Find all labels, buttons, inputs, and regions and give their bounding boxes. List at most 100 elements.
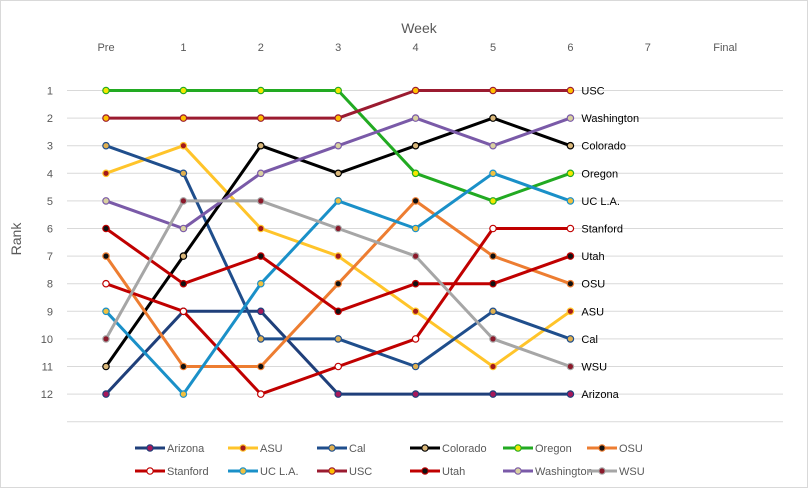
legend-item: WSU	[587, 466, 645, 478]
legend-swatch-marker	[239, 467, 247, 475]
legend-label: OSU	[619, 443, 643, 455]
series-colorado	[102, 114, 575, 371]
data-point	[334, 197, 343, 205]
legend-swatch-marker	[239, 444, 247, 452]
data-point	[566, 114, 575, 122]
data-point	[411, 86, 420, 95]
data-point	[334, 169, 343, 178]
data-point	[411, 197, 420, 205]
x-tick-label: 7	[645, 42, 651, 54]
data-point	[179, 114, 188, 122]
data-point	[334, 114, 343, 122]
series-uc-l-a-	[102, 169, 575, 398]
data-point	[334, 279, 343, 288]
end-label: Washington	[581, 113, 639, 125]
data-point	[489, 86, 497, 95]
series-line	[104, 309, 572, 396]
data-point	[334, 252, 343, 260]
data-point	[179, 279, 188, 288]
data-point	[102, 390, 110, 398]
legend-label: USC	[349, 466, 372, 478]
data-point	[334, 86, 343, 95]
data-point	[334, 390, 343, 398]
data-point	[566, 279, 575, 288]
y-axis-title: Rank	[8, 222, 24, 256]
data-point	[334, 362, 343, 371]
data-point	[411, 390, 420, 398]
data-point	[489, 362, 497, 371]
data-point	[489, 335, 497, 343]
data-point	[411, 114, 420, 122]
data-point	[411, 169, 420, 178]
end-label: ASU	[581, 306, 604, 318]
data-point	[334, 307, 343, 316]
gridlines	[67, 90, 783, 423]
series-line	[104, 89, 572, 120]
legend-label: ASU	[260, 443, 283, 455]
x-tick-label: 6	[567, 42, 573, 54]
series-osu	[102, 197, 575, 371]
data-point	[179, 141, 188, 150]
data-point	[256, 169, 265, 178]
data-point	[334, 224, 343, 233]
legend-item: OSU	[587, 443, 643, 455]
data-point	[179, 169, 188, 178]
data-point	[411, 335, 420, 343]
legend-swatch-marker	[328, 467, 336, 475]
data-point	[411, 224, 420, 233]
data-point	[411, 307, 420, 316]
legend-item: ASU	[228, 443, 283, 455]
y-tick-label: 7	[47, 251, 53, 263]
end-label: OSU	[581, 279, 605, 291]
data-point	[102, 335, 110, 343]
legend-item: USC	[317, 466, 372, 478]
y-tick-label: 11	[42, 362, 53, 374]
data-point	[179, 252, 188, 260]
data-point	[566, 252, 575, 260]
data-point	[489, 114, 497, 122]
legend-swatch-marker	[598, 467, 606, 475]
legend-swatch-marker	[328, 444, 336, 452]
legend-label: UC L.A.	[260, 466, 299, 478]
legend-item: Arizona	[135, 443, 205, 455]
series-cal	[102, 141, 575, 371]
data-point	[102, 169, 110, 178]
y-tick-label: 5	[47, 196, 53, 208]
legend-item: Stanford	[135, 466, 209, 478]
data-point	[179, 307, 188, 316]
legend-item: UC L.A.	[228, 466, 299, 478]
data-point	[102, 224, 110, 233]
series-usc	[102, 86, 575, 122]
data-point	[102, 279, 110, 288]
x-tick-label: 4	[413, 42, 419, 54]
data-point	[102, 197, 110, 205]
legend-item: Cal	[317, 443, 366, 455]
y-tick-label: 4	[47, 168, 53, 180]
y-tick-label: 9	[47, 306, 53, 318]
legend-item: Utah	[410, 466, 465, 478]
data-point	[411, 141, 420, 150]
end-label: WSU	[581, 362, 607, 374]
legend-label: WSU	[619, 466, 645, 478]
legend-swatch-marker	[421, 467, 429, 475]
data-point	[566, 86, 575, 95]
x-tick-label: Final	[713, 42, 737, 54]
legend-swatch-marker	[598, 444, 606, 452]
data-point	[489, 307, 497, 316]
data-point	[334, 335, 343, 343]
y-tick-label: 10	[41, 334, 53, 346]
end-label: Cal	[581, 334, 598, 346]
data-point	[256, 362, 265, 371]
legend-label: Oregon	[535, 443, 572, 455]
data-point	[489, 390, 497, 398]
data-point	[256, 114, 265, 122]
end-labels: USC Washington Colorado Oregon UC L.A. Stanfo…	[581, 86, 639, 402]
legend-swatch-marker	[514, 467, 522, 475]
legend-swatch-marker	[146, 444, 154, 452]
series-asu	[102, 141, 575, 371]
data-point	[102, 114, 110, 122]
end-label: Oregon	[581, 168, 618, 180]
